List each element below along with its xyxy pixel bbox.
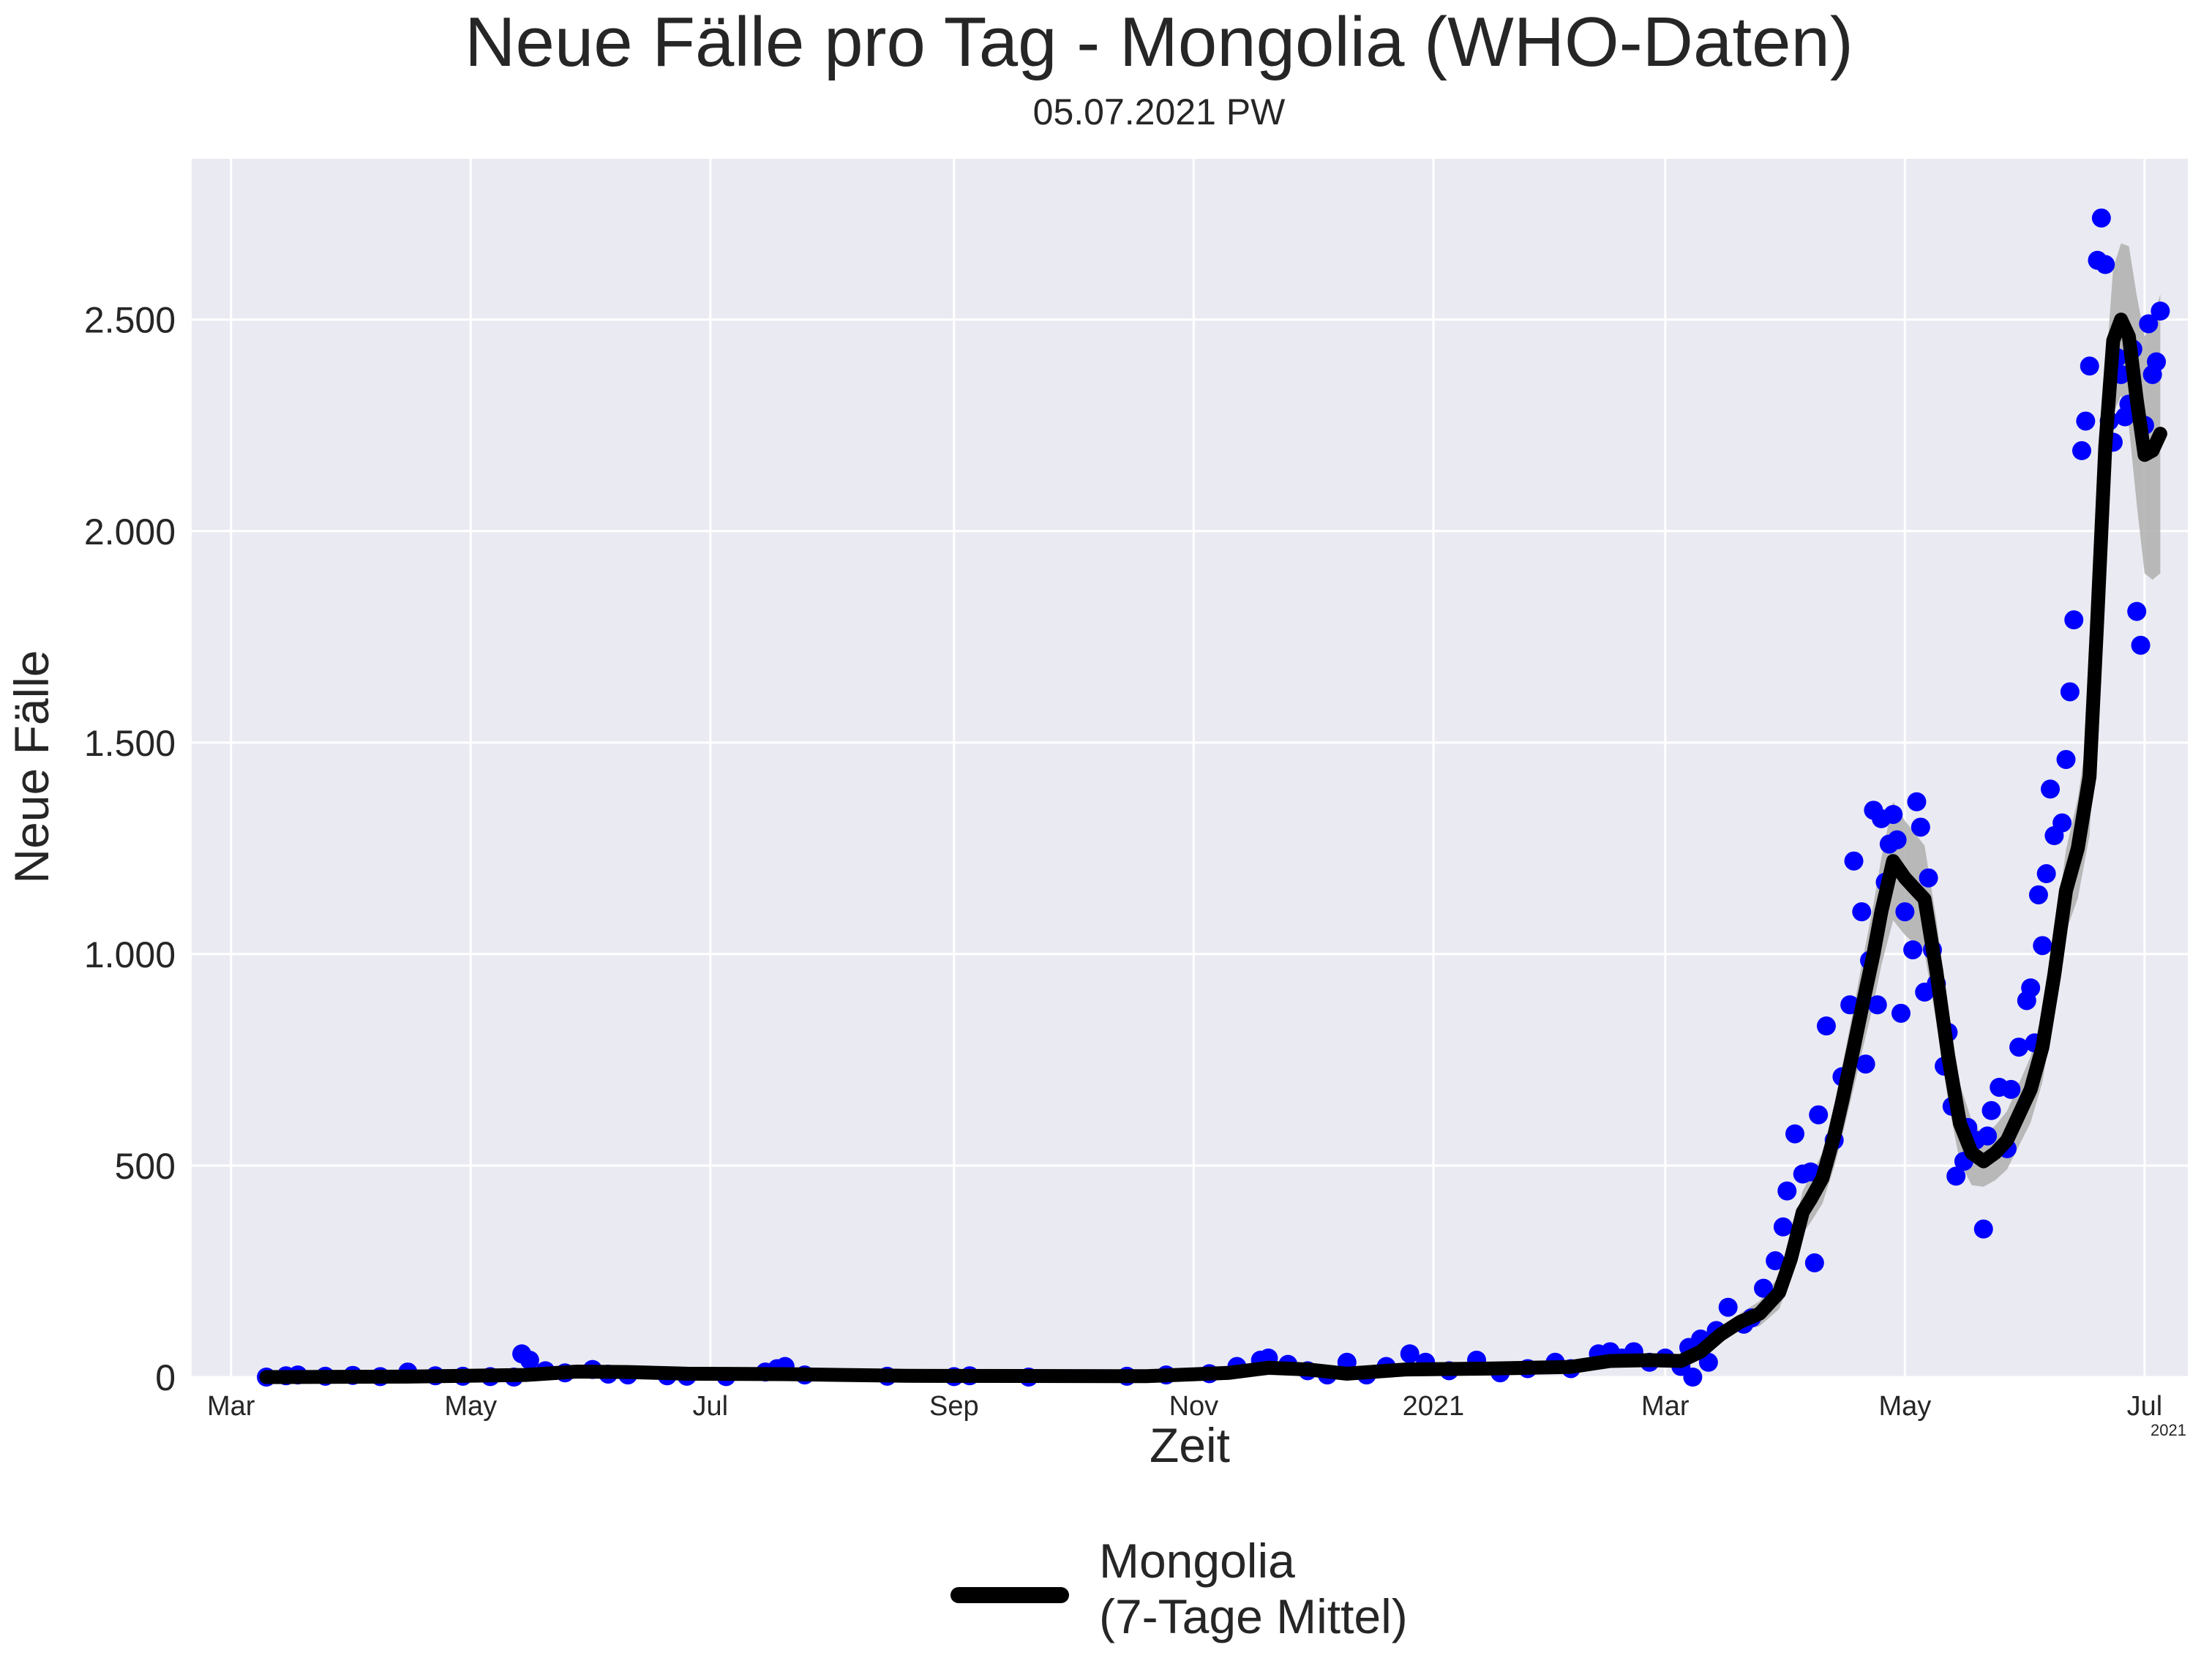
daily-point: [1887, 830, 1907, 850]
daily-point: [2151, 301, 2170, 321]
daily-point: [1891, 1003, 1911, 1023]
x-tick-label: Nov: [1169, 1391, 1219, 1422]
daily-point: [2036, 864, 2056, 884]
daily-point: [1777, 1181, 1797, 1201]
daily-point: [1718, 1297, 1738, 1317]
daily-point: [520, 1350, 539, 1370]
grid: [192, 159, 2188, 1379]
y-tick-label: 500: [115, 1146, 176, 1187]
daily-point: [2001, 1079, 2021, 1099]
y-tick-label: 2.000: [84, 511, 176, 552]
daily-point: [1400, 1344, 1420, 1364]
daily-point: [1895, 902, 1915, 922]
daily-point: [1867, 995, 1887, 1015]
daily-point: [1883, 805, 1903, 825]
x-tick-label: Mar: [1641, 1391, 1690, 1422]
legend-label: Mongolia (7-Tage Mittel): [1099, 1534, 1408, 1643]
daily-point: [1773, 1217, 1793, 1237]
daily-point: [2021, 978, 2041, 998]
legend-label-line: (7-Tage Mittel): [1099, 1589, 1408, 1643]
daily-point: [1766, 1251, 1785, 1271]
daily-point: [2060, 682, 2080, 702]
daily-point: [2052, 813, 2072, 833]
daily-point: [1981, 1100, 2001, 1120]
daily-point: [2009, 1038, 2029, 1057]
daily-point: [2080, 356, 2099, 376]
daily-point: [1852, 902, 1872, 922]
daily-point: [1907, 792, 1927, 811]
rolling-mean-line: [259, 312, 2167, 1384]
y-axis-label: Neue Fälle: [4, 650, 59, 883]
daily-point: [2064, 610, 2084, 630]
daily-point: [2147, 352, 2167, 372]
daily-point: [2096, 255, 2115, 274]
y-tick-label: 1.000: [84, 934, 176, 975]
y-tick-label: 1.500: [84, 723, 176, 764]
x-tick-label: May: [1878, 1391, 1931, 1422]
x-tick-label: May: [444, 1391, 497, 1422]
x-tick-label: Jul: [693, 1391, 729, 1422]
chart-title: Neue Fälle pro Tag - Mongolia (WHO-Daten…: [465, 3, 1853, 81]
plot-area: [192, 159, 2188, 1377]
x-tick-label: Jul: [2127, 1391, 2163, 1422]
daily-point: [1809, 1105, 1829, 1125]
daily-point: [1911, 817, 1930, 837]
daily-point: [1844, 851, 1864, 871]
x-axis-label: Zeit: [1150, 1418, 1230, 1472]
daily-point: [2131, 635, 2151, 655]
daily-point: [1816, 1016, 1836, 1036]
daily-point: [1804, 1253, 1824, 1272]
daily-point: [2076, 411, 2096, 431]
x-offset-label: 2021: [2151, 1421, 2186, 1439]
legend-label-line: Mongolia: [1099, 1534, 1295, 1588]
x-tick-label: Sep: [929, 1391, 979, 1422]
rolling-mean-line-group: [259, 312, 2167, 1384]
daily-point: [1946, 1166, 1966, 1186]
y-tick-label: 0: [155, 1357, 176, 1398]
chart-subtitle: 05.07.2021 PW: [1033, 91, 1286, 132]
daily-point: [2033, 936, 2052, 956]
y-axis-ticks: 0 500 1.000 1.500 2.000 2.500: [84, 300, 176, 1398]
legend: Mongolia (7-Tage Mittel): [950, 1534, 1408, 1643]
daily-point: [2056, 749, 2076, 769]
x-tick-label: 2021: [1403, 1391, 1465, 1422]
daily-point: [2041, 779, 2061, 799]
y-tick-label: 2.500: [84, 300, 176, 341]
daily-point: [2139, 314, 2159, 334]
daily-point: [2028, 885, 2048, 904]
daily-point: [1785, 1124, 1804, 1144]
daily-point: [2091, 208, 2111, 228]
daily-point: [1978, 1126, 1998, 1146]
x-tick-label: Mar: [207, 1391, 255, 1422]
daily-point: [1754, 1278, 1774, 1298]
daily-point: [1683, 1368, 1703, 1387]
daily-point: [1919, 868, 1938, 888]
daily-point: [1903, 940, 1923, 960]
daily-point: [1856, 1054, 1875, 1074]
daily-point: [2127, 601, 2147, 621]
x-axis-ticks: Mar May Jul Sep Nov 2021 Mar May Jul: [207, 1391, 2162, 1422]
daily-point: [1973, 1219, 1993, 1239]
daily-point: [2072, 440, 2092, 460]
